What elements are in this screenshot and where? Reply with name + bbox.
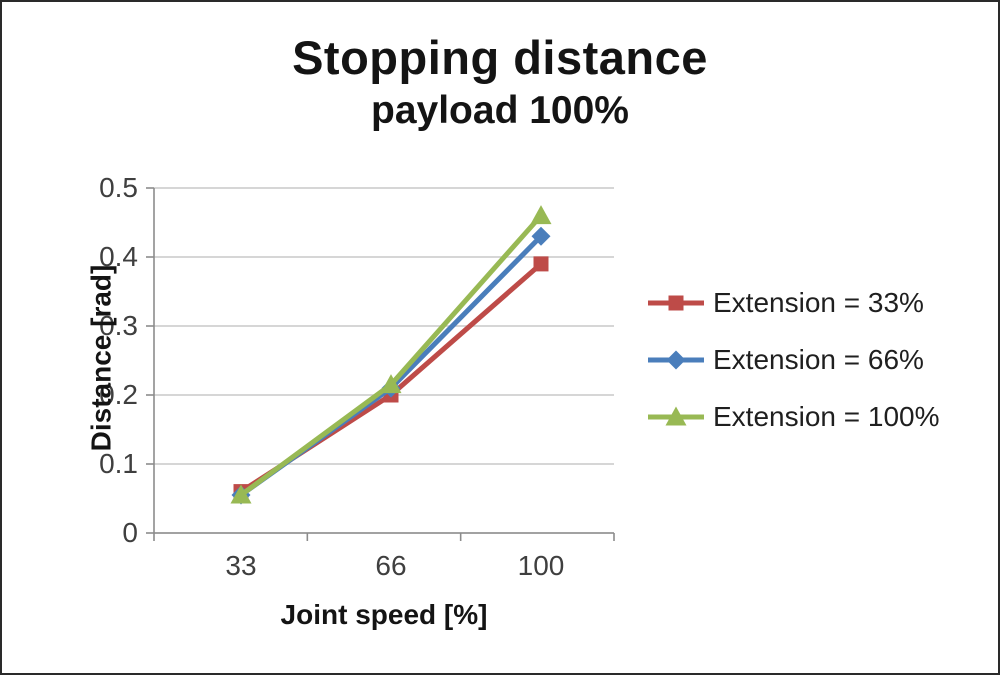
svg-text:0.5: 0.5	[99, 172, 138, 203]
svg-text:0: 0	[122, 517, 138, 548]
y-axis-title: Distance [rad]	[85, 264, 117, 452]
svg-text:0.2: 0.2	[99, 379, 138, 410]
svg-text:0.1: 0.1	[99, 448, 138, 479]
chart-subtitle: payload 100%	[371, 88, 629, 132]
title-block: Stopping distance payload 100%	[2, 32, 998, 133]
legend-label: Extension = 100%	[713, 400, 940, 432]
legend-item: Extension = 100%	[647, 388, 940, 445]
svg-text:0.3: 0.3	[99, 310, 138, 341]
svg-text:66: 66	[375, 550, 406, 581]
svg-text:0.4: 0.4	[99, 241, 138, 272]
legend-label: Extension = 33%	[713, 286, 924, 318]
legend-swatch-diamond-icon	[648, 350, 704, 369]
legend-swatch-triangle-icon	[648, 406, 704, 425]
legend-swatch-square-icon	[648, 295, 704, 310]
x-axis-title: Joint speed [%]	[280, 599, 488, 630]
legend-item: Extension = 33%	[647, 274, 940, 331]
svg-text:33: 33	[225, 550, 256, 581]
legend-item: Extension = 66%	[647, 331, 940, 388]
legend-label: Extension = 66%	[713, 343, 924, 375]
svg-text:100: 100	[518, 550, 565, 581]
legend: Extension = 33% Extension = 66% Extensio…	[647, 274, 940, 445]
chart-title: Stopping distance	[292, 31, 708, 84]
